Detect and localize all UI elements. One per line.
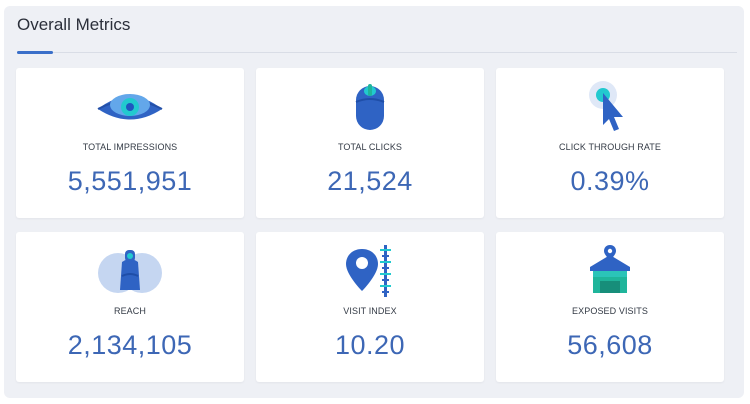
metric-label: TOTAL CLICKS bbox=[337, 142, 403, 152]
title-divider bbox=[17, 52, 737, 53]
metric-value: 10.20 bbox=[334, 330, 406, 360]
metric-label: TOTAL IMPRESSIONS bbox=[82, 142, 178, 152]
reach-icon bbox=[16, 242, 244, 300]
metric-value: 21,524 bbox=[327, 166, 413, 196]
metric-card-visit-index: VISIT INDEX 10.20 bbox=[256, 232, 484, 382]
metric-card-click-through-rate: CLICK THROUGH RATE 0.39% bbox=[496, 68, 724, 218]
metric-card-reach: REACH 2,134,105 bbox=[16, 232, 244, 382]
metric-value: 5,551,951 bbox=[67, 166, 193, 196]
metric-label: EXPOSED VISITS bbox=[572, 306, 648, 316]
metric-label: REACH bbox=[113, 306, 146, 316]
metric-value: 56,608 bbox=[567, 330, 653, 360]
title-accent-bar bbox=[17, 51, 53, 54]
metric-card-total-clicks: TOTAL CLICKS 21,524 bbox=[256, 68, 484, 218]
metric-value: 0.39% bbox=[570, 166, 650, 196]
cursor-click-icon bbox=[496, 78, 724, 136]
metric-label: VISIT INDEX bbox=[343, 306, 397, 316]
metric-value: 2,134,105 bbox=[67, 330, 193, 360]
map-pin-ruler-icon bbox=[256, 242, 484, 300]
overall-metrics-panel: Overall Metrics TOTAL IMPRESSIONS 5,551,… bbox=[4, 6, 744, 398]
metric-label: CLICK THROUGH RATE bbox=[559, 142, 661, 152]
panel-title: Overall Metrics bbox=[17, 15, 131, 34]
store-icon bbox=[496, 242, 724, 300]
metric-card-total-impressions: TOTAL IMPRESSIONS 5,551,951 bbox=[16, 68, 244, 218]
eye-icon bbox=[16, 78, 244, 136]
metric-card-exposed-visits: EXPOSED VISITS 56,608 bbox=[496, 232, 724, 382]
mouse-icon bbox=[256, 78, 484, 136]
